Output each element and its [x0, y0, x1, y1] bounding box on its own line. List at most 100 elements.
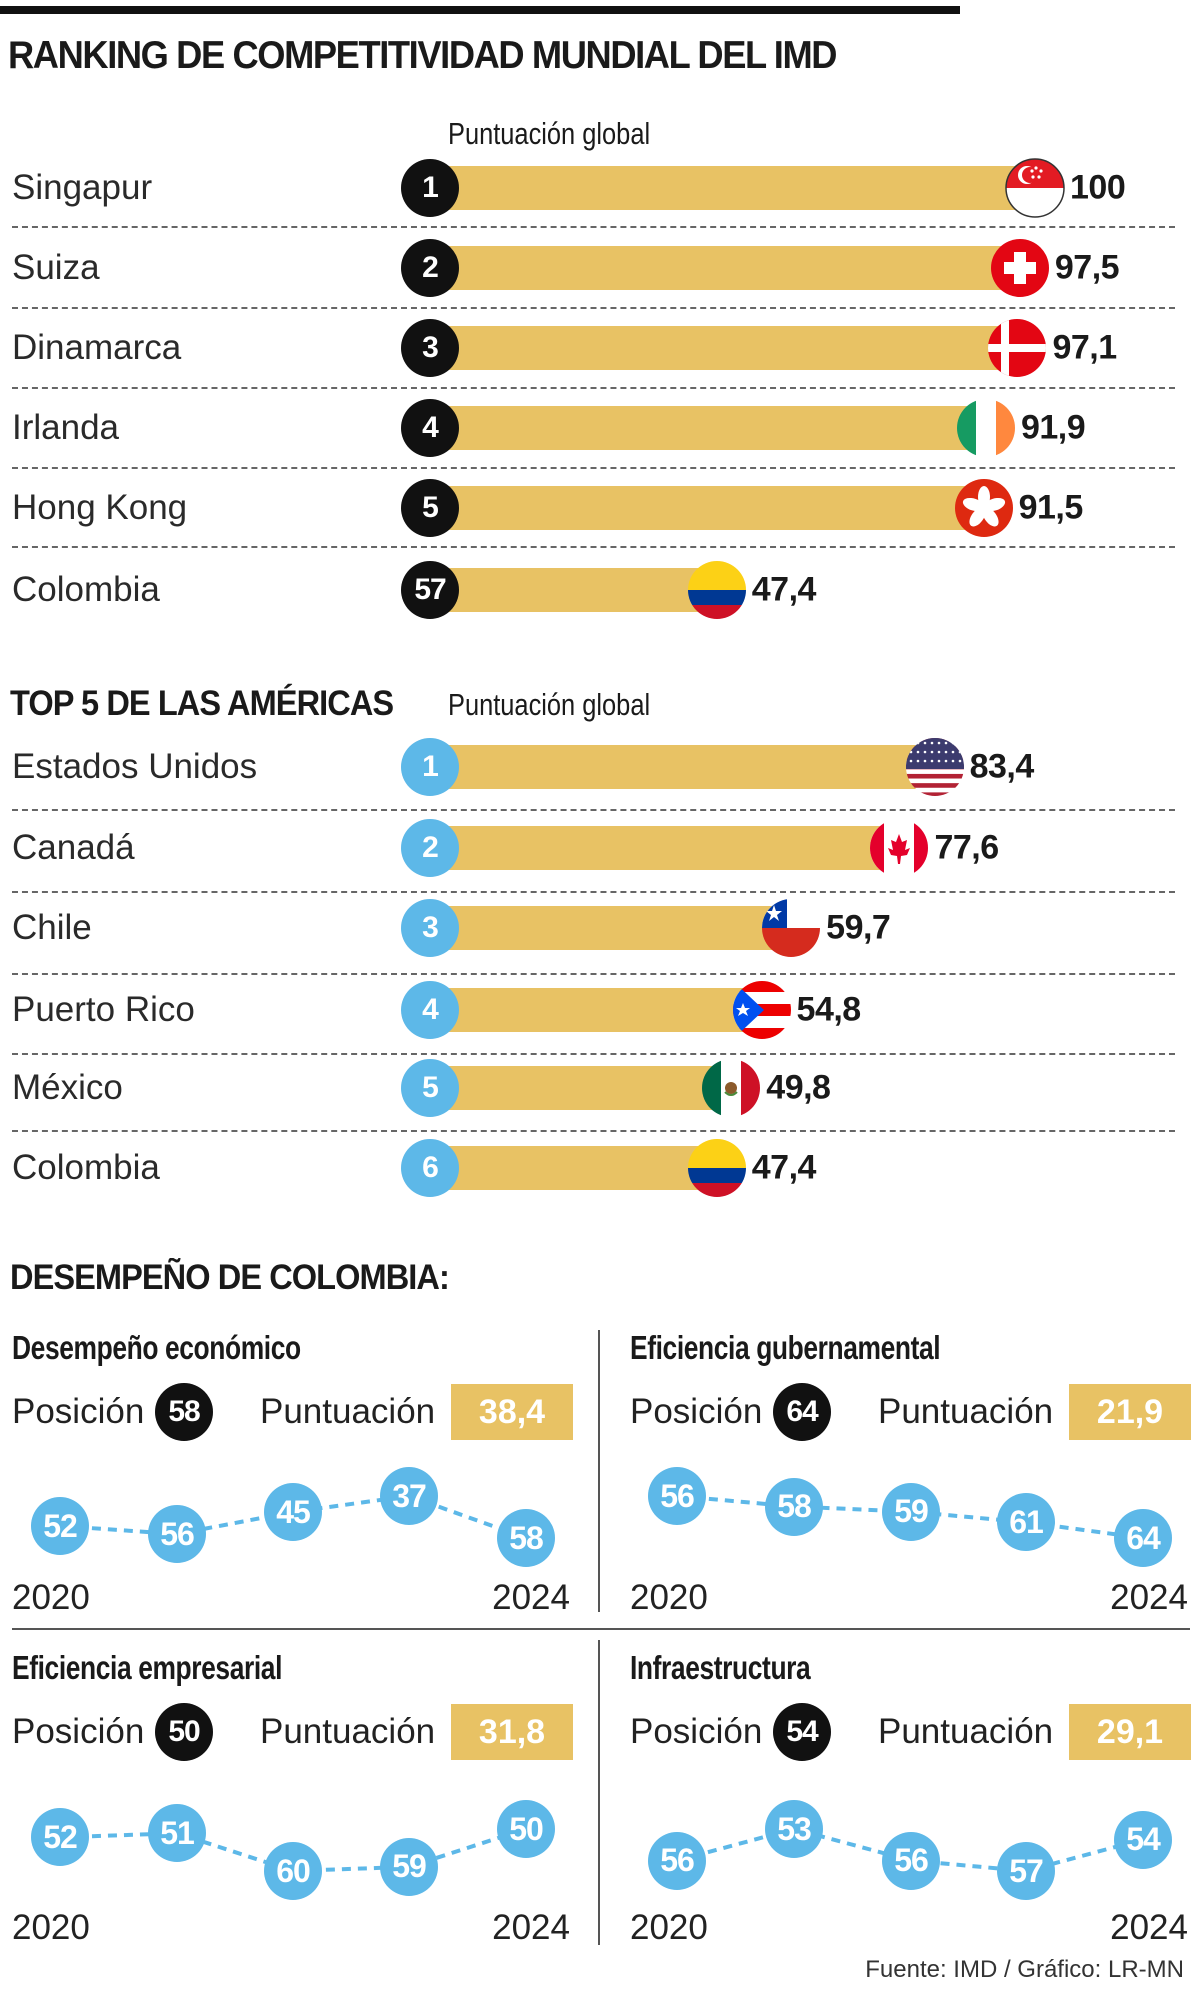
score-value: 77,6: [934, 828, 999, 867]
rank-badge: 3: [401, 899, 459, 957]
score-label: Puntuación: [878, 1392, 1054, 1431]
score-box: 21,9: [1069, 1384, 1191, 1440]
score-bar: [430, 1146, 717, 1190]
position-label: Posición: [12, 1392, 145, 1431]
mexico-flag-icon: [701, 1058, 761, 1118]
source-note: Fuente: IMD / Gráfico: LR-MN: [865, 1956, 1184, 1983]
score-bar: [430, 988, 762, 1032]
score-bar: [430, 906, 792, 950]
economic-panel-title: Desempeño económico: [12, 1329, 301, 1366]
denmark-flag-icon: [987, 318, 1047, 378]
score-value: 49,8: [766, 1068, 831, 1107]
row-divider: [12, 1053, 1175, 1055]
score-box: 31,8: [451, 1704, 573, 1760]
business-panel-title: Eficiencia empresarial: [12, 1649, 283, 1686]
score-label: Puntuación: [878, 1712, 1054, 1751]
rank-point: 37: [380, 1467, 438, 1525]
rank-badge: 4: [401, 399, 459, 457]
position-badge: 58: [155, 1383, 213, 1441]
score-bar: [430, 406, 986, 450]
world-value-label: Puntuación global: [448, 116, 651, 151]
rank-badge: 6: [401, 1139, 459, 1197]
year-end-label: 2024: [492, 1578, 570, 1617]
colombia-flag-icon: [687, 1138, 747, 1198]
score-bar: [430, 486, 984, 530]
rank-point: 61: [997, 1493, 1055, 1552]
rank-point: 56: [148, 1505, 206, 1563]
rank-point: 54: [1114, 1810, 1172, 1869]
rank-badge: 2: [401, 239, 459, 297]
score-value: 47,4: [751, 570, 817, 609]
score-label: Puntuación: [260, 1712, 436, 1751]
rank-point: 58: [765, 1477, 823, 1536]
score-value: 91,9: [1020, 408, 1086, 447]
rank-point: 56: [648, 1831, 706, 1890]
panel-divider-vertical-bottom: [598, 1640, 600, 1945]
rank-point: 53: [765, 1800, 823, 1858]
rank-point: 57: [997, 1842, 1055, 1900]
rank-point: 60: [264, 1842, 322, 1900]
rank-point: 59: [882, 1482, 940, 1541]
score-bar: [430, 568, 717, 612]
score-value: 59,7: [826, 908, 891, 947]
rank-badge: 4: [401, 981, 459, 1039]
country-name: Chile: [12, 908, 92, 947]
country-name: Estados Unidos: [12, 747, 258, 786]
score-bar: [430, 166, 1035, 210]
colombia-flag-icon: [687, 560, 747, 620]
hong-kong-flag-icon: [954, 478, 1014, 538]
score-box: 38,4: [451, 1384, 573, 1440]
row-divider: [12, 1130, 1175, 1132]
rank-point: 59: [380, 1837, 438, 1896]
switzerland-flag-icon: [990, 238, 1050, 298]
country-name: Irlanda: [12, 408, 120, 447]
country-name: Colombia: [12, 570, 160, 609]
government-panel-title: Eficiencia gubernamental: [630, 1329, 941, 1366]
rank-point: 58: [497, 1509, 555, 1567]
rank-badge: 3: [401, 319, 459, 377]
singapore-flag-icon: [1005, 158, 1065, 218]
score-value: 47,4: [751, 1148, 817, 1187]
position-badge: 54: [773, 1703, 831, 1761]
row-divider: [12, 973, 1175, 975]
rank-point: 52: [31, 1497, 89, 1555]
score-bar: [430, 1066, 732, 1110]
score-value: 100: [1070, 168, 1126, 207]
score-value: 97,1: [1052, 328, 1117, 367]
country-name: Canadá: [12, 828, 135, 867]
rank-badge: 1: [401, 738, 459, 796]
ireland-flag-icon: [956, 398, 1016, 458]
panel-divider-vertical-top: [598, 1330, 600, 1612]
score-bar: [430, 826, 900, 870]
row-divider: [12, 546, 1175, 548]
rank-badge: 1: [401, 159, 459, 217]
rank-badge: 5: [401, 1059, 459, 1117]
country-name: Colombia: [12, 1148, 160, 1187]
position-badge: 64: [773, 1383, 831, 1441]
colombia-title: DESEMPEÑO DE COLOMBIA:: [10, 1258, 450, 1297]
rank-badge: 5: [401, 479, 459, 537]
year-start-label: 2020: [630, 1908, 708, 1947]
position-label: Posición: [630, 1712, 763, 1751]
country-name: Suiza: [12, 248, 100, 287]
score-label: Puntuación: [260, 1392, 436, 1431]
americas-title: TOP 5 DE LAS AMÉRICAS: [10, 684, 394, 723]
page-title: RANKING DE COMPETITIVIDAD MUNDIAL DEL IM…: [8, 34, 837, 77]
position-label: Posición: [630, 1392, 763, 1431]
score-box: 29,1: [1069, 1704, 1191, 1760]
year-start-label: 2020: [12, 1908, 90, 1947]
score-value: 83,4: [969, 747, 1035, 786]
position-badge: 50: [155, 1703, 213, 1761]
rank-point: 50: [497, 1800, 555, 1858]
government-trend-line: [676, 1494, 1144, 1540]
year-end-label: 2024: [1110, 1908, 1188, 1947]
row-divider: [12, 226, 1175, 228]
rank-point: 52: [31, 1808, 89, 1867]
year-start-label: 2020: [630, 1578, 708, 1617]
chile-flag-icon: [761, 898, 821, 958]
infrastructure-panel-title: Infraestructura: [630, 1649, 811, 1686]
country-name: Dinamarca: [12, 328, 182, 367]
rank-badge: 2: [401, 819, 459, 877]
row-divider: [12, 307, 1175, 309]
